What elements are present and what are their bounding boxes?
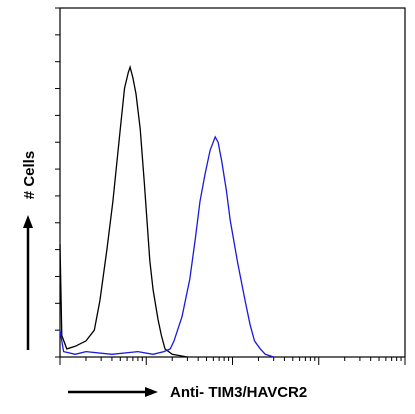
x-axis-label: Anti- TIM3/HAVCR2 (170, 384, 307, 401)
histogram-line (59, 135, 274, 358)
y-arrow-head (23, 215, 33, 228)
plot-frame (59, 7, 406, 358)
histogram-line (59, 64, 188, 358)
x-arrow-head (145, 387, 158, 397)
y-axis-label: # Cells (21, 151, 38, 199)
